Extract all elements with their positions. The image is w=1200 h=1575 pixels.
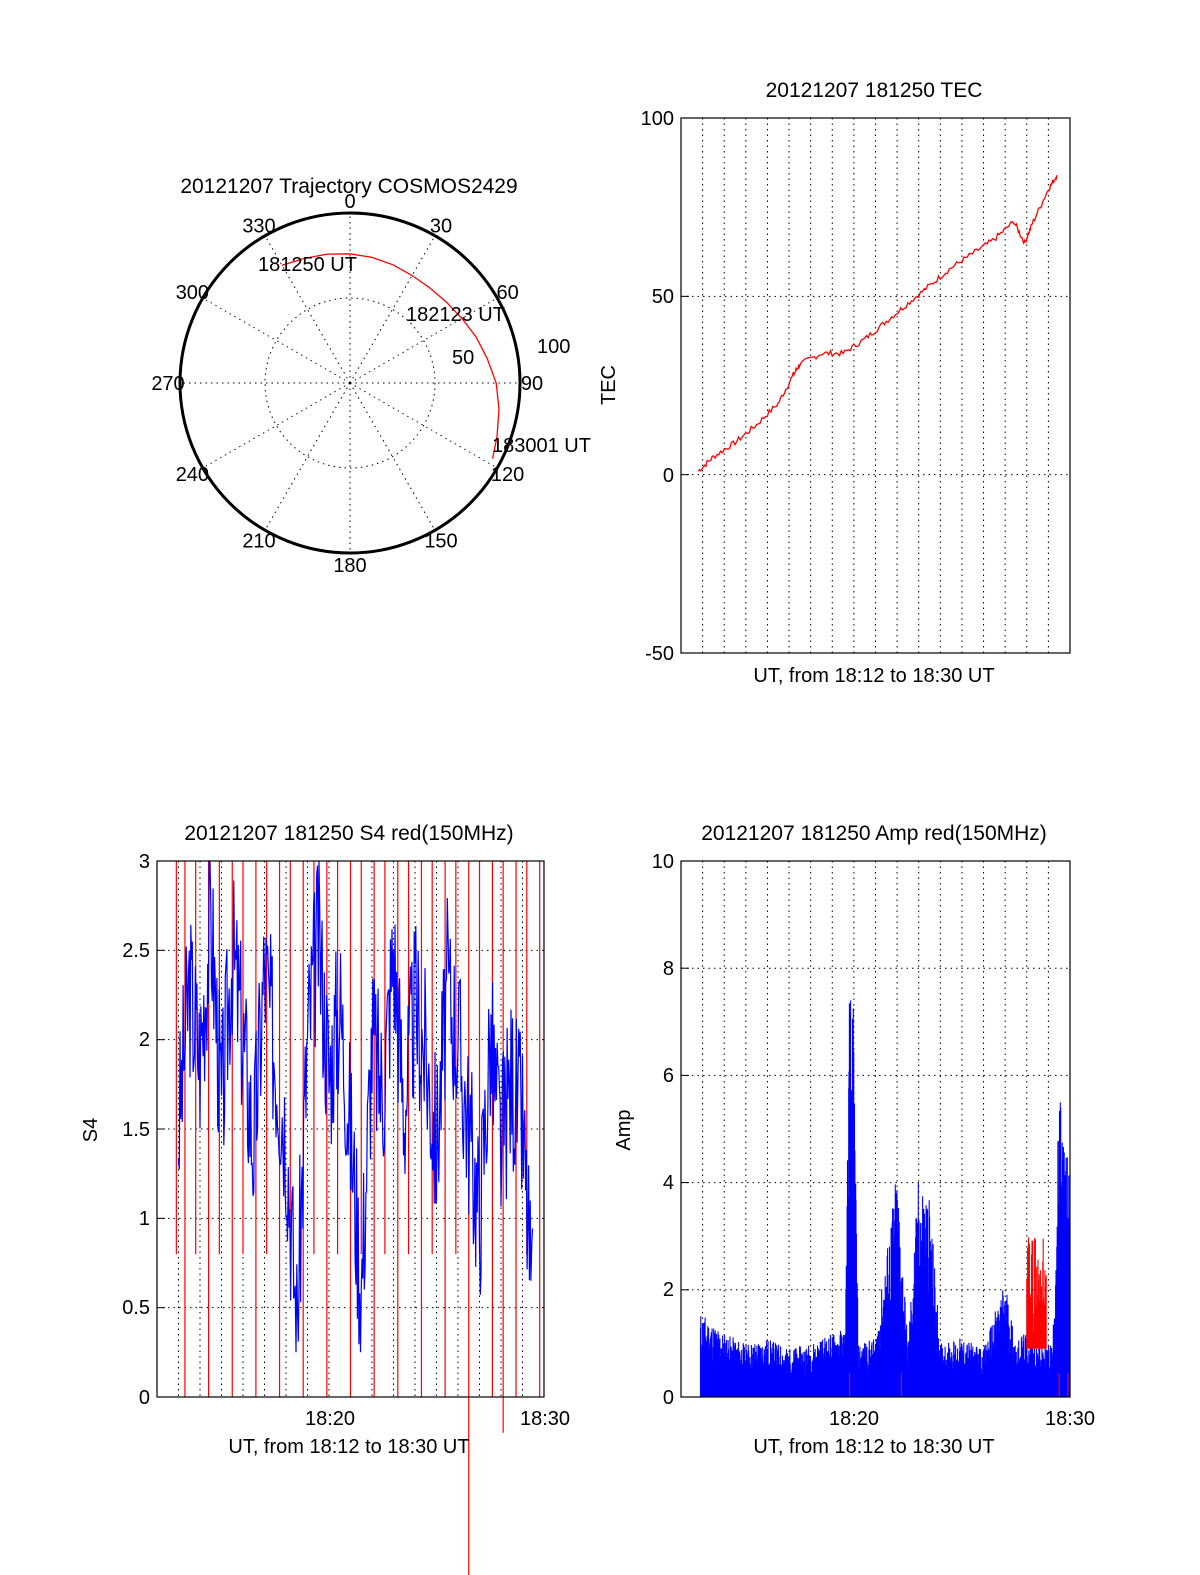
s4-title: 20121207 181250 S4 red(150MHz): [184, 822, 513, 845]
s4-ylabel: S4: [80, 1118, 102, 1142]
s4-xtick-1830: 18:30: [520, 1408, 570, 1430]
tec-series-line: [697, 174, 1058, 472]
polar-spoke-240: [202, 382, 351, 469]
amp-ytick-6: 6: [663, 1065, 674, 1087]
polar-outer-ring: [178, 211, 522, 555]
polar-spoke-30: [349, 235, 436, 384]
s4-plot-frame: [156, 860, 545, 1398]
s4-ytick-0: 0: [139, 1387, 150, 1409]
trajectory-time-label-start: 181250 UT: [258, 254, 357, 276]
s4-ytick-0.5: 0.5: [122, 1297, 150, 1319]
polar-radius-label-100: 100: [537, 336, 570, 358]
polar-azimuth-label-0: 0: [344, 191, 355, 213]
s4-ytick-3: 3: [139, 851, 150, 873]
polar-azimuth-label-30: 30: [430, 215, 452, 237]
polar-azimuth-label-270: 270: [151, 373, 184, 395]
s4-panel: 20121207 181250 S4 red(150MHz) 3 2.5 2 1…: [80, 822, 570, 1575]
amp-ytick-0: 0: [663, 1387, 674, 1409]
polar-spoke-150: [349, 382, 436, 531]
polar-azimuth-label-180: 180: [333, 555, 366, 577]
amp-ytick-8: 8: [663, 958, 674, 980]
polar-spoke-60: [349, 297, 498, 384]
s4-blue-series-line: [177, 860, 534, 1353]
s4-xtick-1820: 18:20: [305, 1408, 355, 1430]
tec-ytick-neg50: -50: [645, 643, 674, 665]
polar-azimuth-label-60: 60: [496, 282, 518, 304]
tec-panel: 20121207 181250 TEC 100 50 0 -50 UT, fro…: [598, 79, 1071, 687]
amp-blue-series: [699, 1000, 1071, 1397]
polar-azimuth-label-90: 90: [521, 373, 543, 395]
amp-grid: [681, 860, 1070, 1398]
polar-spoke-330: [264, 235, 351, 384]
polar-panel: 20121207 Trajectory COSMOS2429 0 30 60 90 12…: [151, 175, 591, 577]
polar-azimuth-label-330: 330: [242, 215, 275, 237]
s4-ytick-2: 2: [139, 1029, 150, 1051]
tec-ylabel: TEC: [598, 365, 620, 405]
s4-ytick-1.5: 1.5: [122, 1119, 150, 1141]
polar-radius-label-50: 50: [452, 347, 474, 369]
amp-xtick-1830: 18:30: [1045, 1408, 1095, 1430]
polar-inner-ring: [264, 297, 436, 469]
amp-red-bars: [849, 1237, 1069, 1397]
polar-spoke-210: [264, 382, 351, 531]
amp-red-series: [849, 1237, 1069, 1397]
amp-title: 20121207 181250 Amp red(150MHz): [701, 822, 1047, 845]
tec-ytick-100: 100: [641, 108, 674, 130]
amp-plot-frame: [680, 860, 1071, 1398]
tec-ytick-50: 50: [652, 286, 674, 308]
amp-ylabel: Amp: [613, 1109, 635, 1150]
tec-plot-frame: [680, 117, 1071, 654]
amp-panel: 20121207 181250 Amp red(150MHz) 10 8 6 4…: [613, 822, 1095, 1458]
amp-ytick-2: 2: [663, 1279, 674, 1301]
tec-title: 20121207 181250 TEC: [766, 79, 983, 102]
amp-ytick-4: 4: [663, 1172, 674, 1194]
polar-spoke-300: [202, 297, 351, 384]
polar-azimuth-label-150: 150: [424, 531, 457, 553]
tec-xlabel: UT, from 18:12 to 18:30 UT: [753, 665, 994, 687]
s4-xlabel: UT, from 18:12 to 18:30 UT: [228, 1436, 469, 1458]
amp-xtick-1820: 18:20: [829, 1408, 879, 1430]
trajectory-line: [281, 253, 500, 459]
polar-azimuth-label-240: 240: [176, 464, 209, 486]
polar-grid: [178, 211, 522, 555]
amp-blue-bars: [699, 1000, 1071, 1397]
amp-xlabel: UT, from 18:12 to 18:30 UT: [753, 1436, 994, 1458]
polar-title: 20121207 Trajectory COSMOS2429: [180, 175, 517, 198]
tec-ytick-0: 0: [663, 465, 674, 487]
polar-spoke-120: [349, 382, 498, 469]
polar-azimuth-label-210: 210: [242, 531, 275, 553]
polar-azimuth-labels: 0 30 60 90 120 150 180 210 240 270 300 330: [151, 191, 543, 577]
s4-ytick-1: 1: [139, 1208, 150, 1230]
tec-grid: [681, 117, 1070, 654]
trajectory-time-label-end: 183001 UT: [492, 435, 591, 457]
polar-azimuth-label-300: 300: [176, 282, 209, 304]
amp-ytick-10: 10: [652, 851, 674, 873]
polar-azimuth-label-120: 120: [491, 464, 524, 486]
s4-ytick-2.5: 2.5: [122, 940, 150, 962]
trajectory-time-label-mid: 182123 UT: [406, 304, 505, 326]
